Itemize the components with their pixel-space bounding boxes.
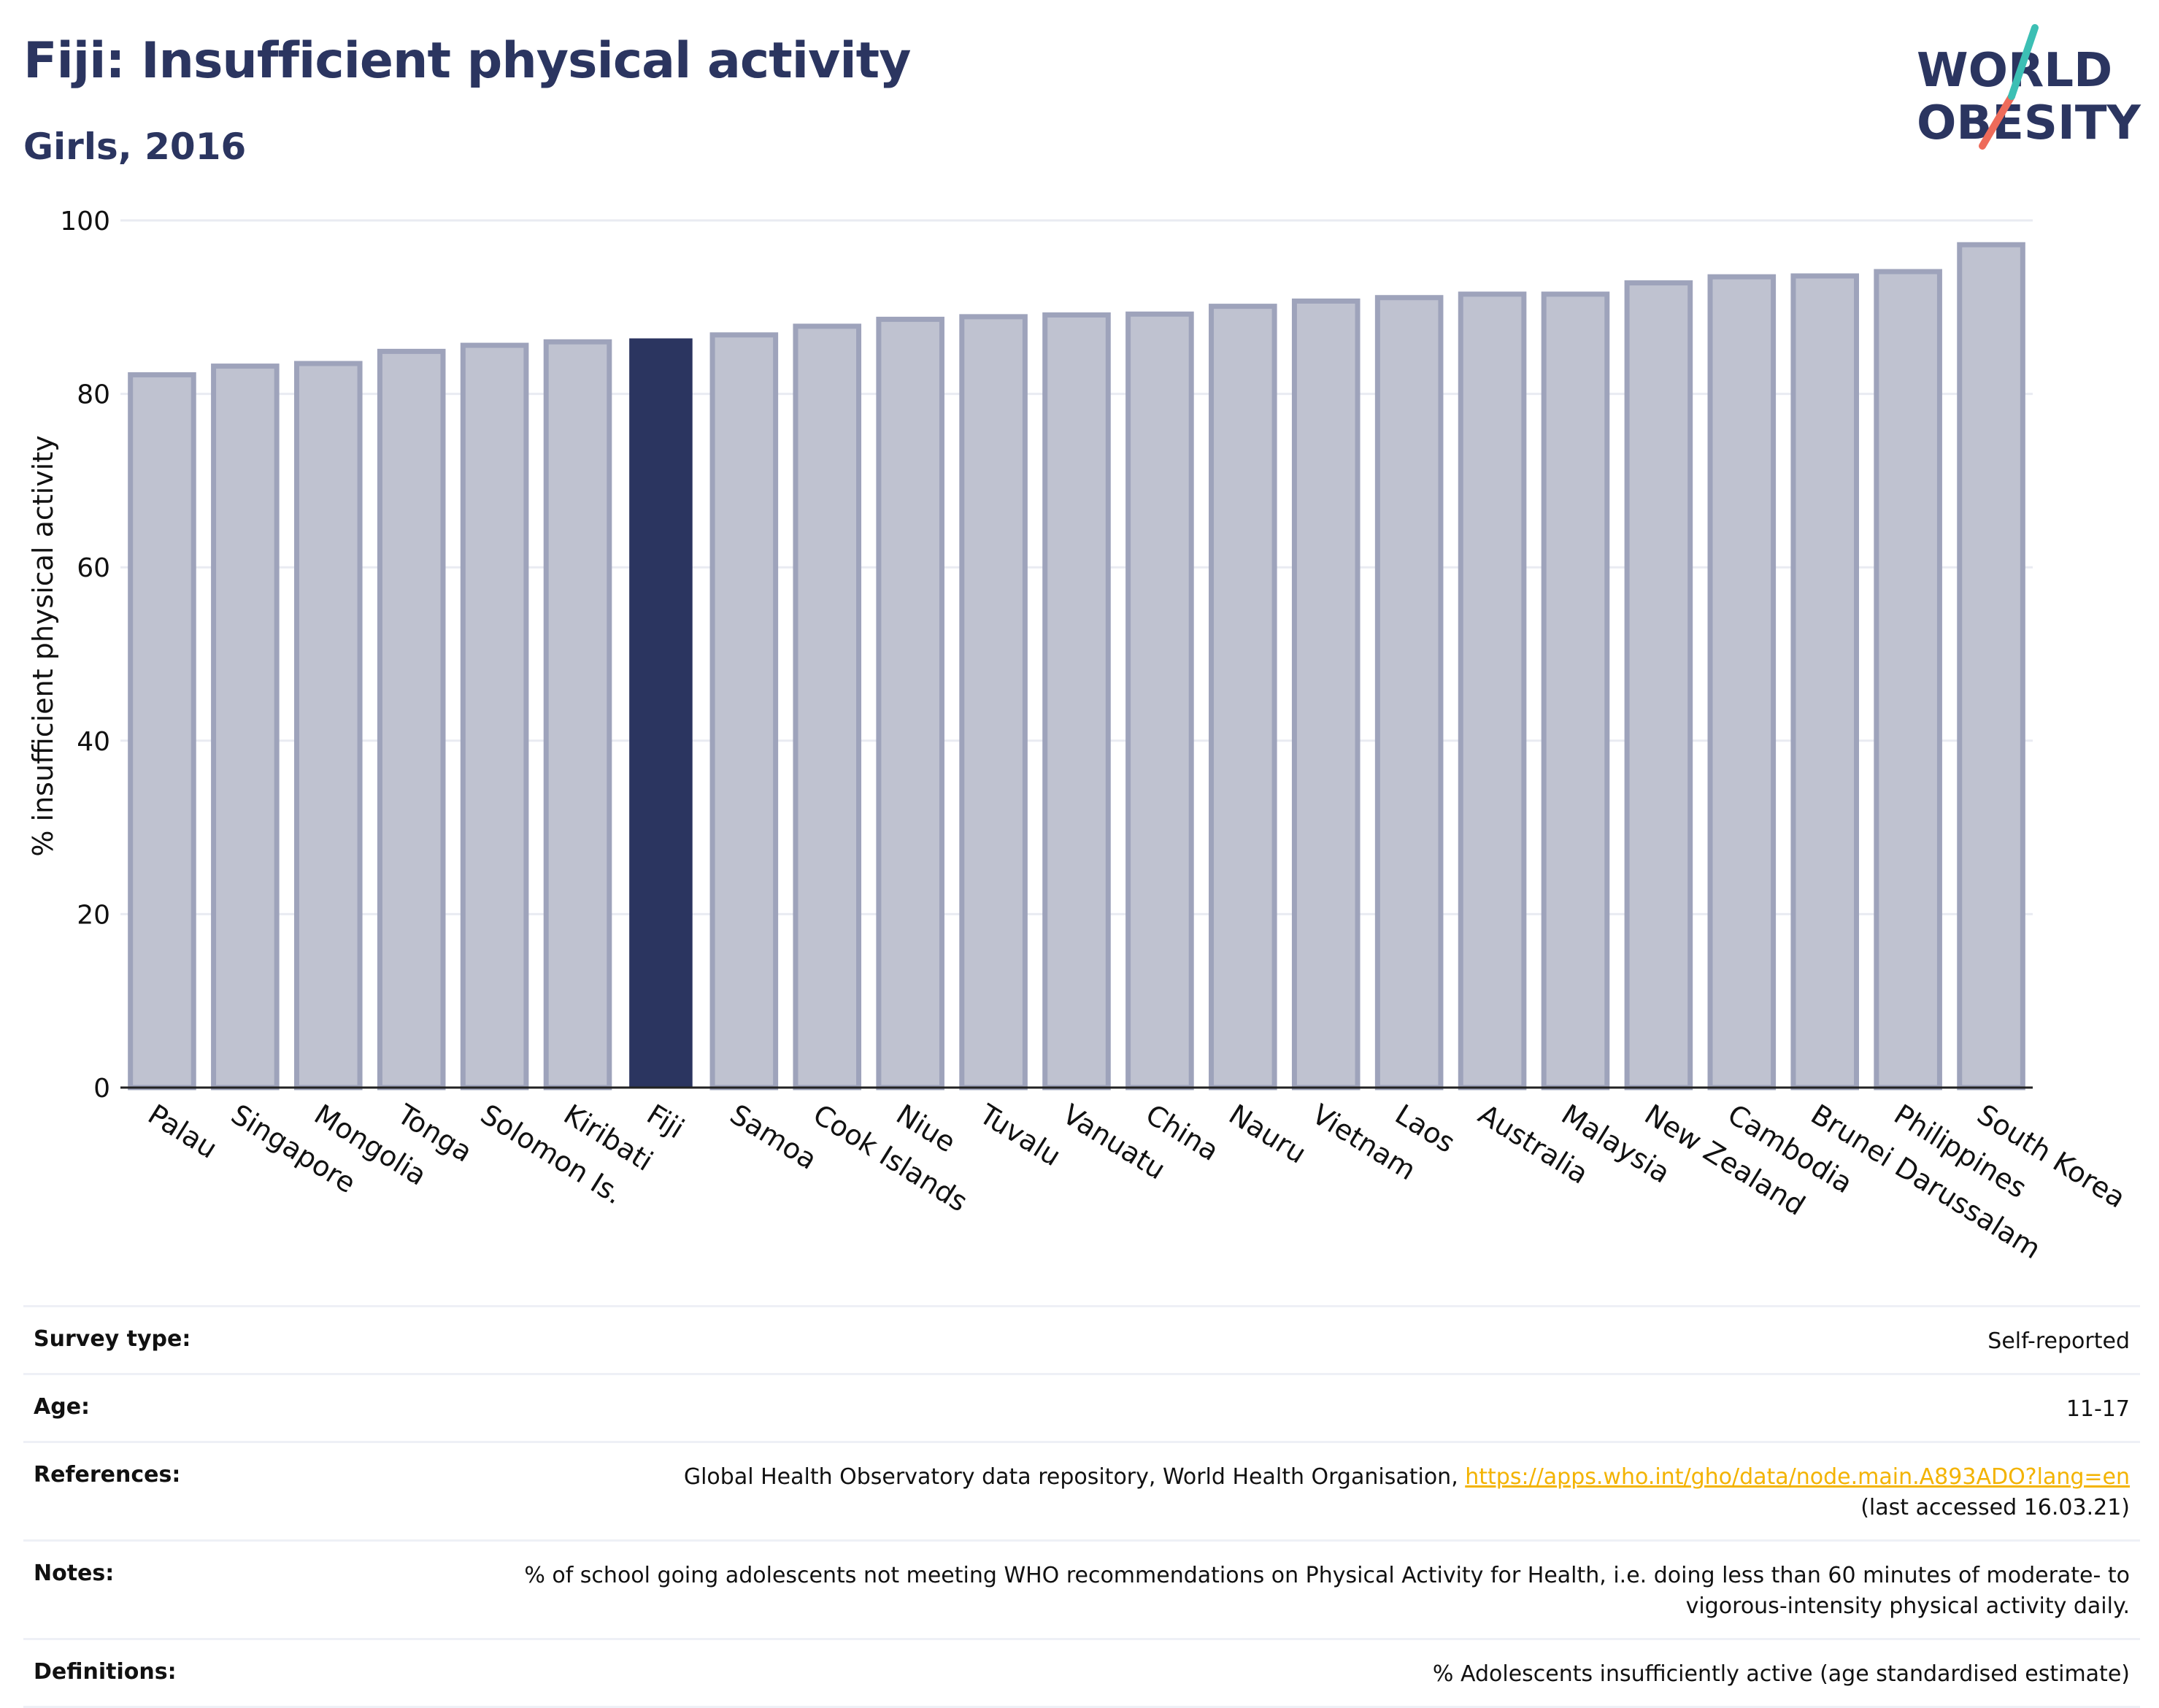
reference-accessed: (last accessed 16.03.21) [1860,1495,2130,1520]
x-tick-label: Fiji [642,1098,690,1145]
axes: 0 20 40 60 80 100 [60,207,2033,1104]
bar-laos [1374,295,1444,1090]
logo-line2: OBESITY [1917,96,2141,150]
bar-new-zealand [1624,280,1693,1090]
info-value: Global Health Observatory data repositor… [684,1462,2130,1523]
y-tick-label: 0 [93,1074,110,1104]
info-row-age: Age: 11-17 [23,1373,2140,1441]
reference-text: Global Health Observatory data repositor… [683,1464,1466,1490]
bar-malaysia [1541,291,1610,1090]
logo-slash-teal [2008,24,2039,100]
y-axis-label: % insufficient physical activity [27,435,59,856]
y-tick-label: 20 [77,900,110,930]
info-label: Definitions: [34,1659,177,1685]
info-label: Age: [34,1394,91,1420]
y-tick-label: 60 [77,553,110,583]
chart-title: Fiji: Insufficient physical activity [23,32,911,90]
info-label: Notes: [34,1561,115,1586]
bars [128,242,2025,1090]
x-tick-label: Tuvalu [973,1098,1066,1172]
info-value: % Adolescents insufficiently active (age… [1432,1661,2130,1687]
info-table: Survey type: Self-reported Age: 11-17 Re… [23,1305,2140,1708]
chart-subtitle: Girls, 2016 [23,126,247,168]
info-label: Survey type: [34,1326,191,1352]
reference-link[interactable]: https://apps.who.int/gho/data/node.main.… [1465,1464,2130,1490]
info-value: Self-reported [1987,1328,2130,1354]
y-tick-label: 40 [77,727,110,757]
bar-tonga [377,348,446,1090]
info-row-definitions: Definitions: % Adolescents insufficientl… [23,1638,2140,1708]
y-tick-label: 100 [60,207,110,236]
bar-fiji [629,338,693,1088]
bar-brunei-darussalam [1790,273,1860,1090]
bar-singapore [211,363,280,1090]
bar-solomon-is [460,342,529,1090]
x-tick-label: Samoa [725,1098,823,1176]
bar-australia [1458,291,1527,1090]
bar-philippines [1874,269,1942,1090]
info-row-survey-type: Survey type: Self-reported [23,1305,2140,1373]
bar-samoa [709,332,779,1090]
bar-cook-islands [793,323,862,1090]
info-value: % of school going adolescents not meetin… [524,1563,2130,1619]
bar-vanuatu [1042,312,1111,1090]
world-obesity-logo: WORLD OBESITY [1905,22,2146,153]
bar-nauru [1209,304,1277,1090]
bar-mongolia [293,361,363,1090]
bar-south-korea [1957,242,2025,1090]
bar-vietnam [1291,298,1361,1090]
info-row-notes: Notes: % of school going adolescents not… [23,1539,2140,1638]
y-tick-label: 80 [77,380,110,410]
bar-kiribati [543,339,612,1090]
info-row-references: References: Global Health Observatory da… [23,1441,2140,1539]
bar-cambodia [1707,274,1777,1090]
info-label: References: [34,1462,181,1488]
bar-chart: 0 20 40 60 80 100 Palau SingaporeMongoliaTonga… [27,207,2131,1266]
bar-palau [128,372,196,1090]
info-value: 11-17 [2066,1396,2130,1422]
logo-slash-coral [1979,93,2015,150]
bar-tuvalu [959,314,1028,1090]
x-tick-label: Nauru [1223,1098,1312,1170]
x-tick-label: Palau [142,1098,223,1165]
x-tick-label: Cook Islands [807,1098,973,1217]
bar-niue [876,316,944,1090]
bar-china [1125,311,1194,1090]
